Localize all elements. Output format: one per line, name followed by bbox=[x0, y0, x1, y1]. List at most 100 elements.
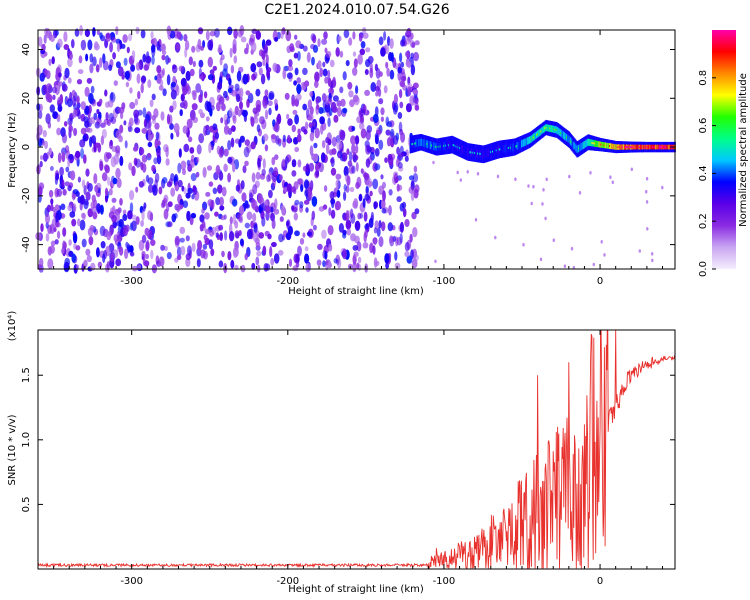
heatmap-cell bbox=[49, 104, 55, 113]
heatmap-cell bbox=[195, 171, 200, 178]
heatmap-cell bbox=[651, 258, 654, 263]
heatmap-cell bbox=[216, 101, 221, 112]
heatmap-cell bbox=[90, 85, 95, 94]
heatmap-cell bbox=[255, 171, 261, 180]
heatmap-cell bbox=[360, 168, 364, 174]
heatmap-cell bbox=[306, 231, 313, 237]
heatmap-cell bbox=[166, 252, 172, 260]
heatmap-cell bbox=[187, 187, 193, 194]
heatmap-cell bbox=[309, 180, 314, 191]
heatmap-cell bbox=[496, 146, 498, 155]
heatmap-cell bbox=[271, 156, 276, 166]
heatmap-cell bbox=[268, 189, 273, 199]
heatmap-cell bbox=[144, 253, 150, 260]
heatmap-cell bbox=[365, 158, 371, 168]
heatmap-cell bbox=[436, 143, 438, 151]
heatmap-cell bbox=[305, 262, 311, 273]
heatmap-cell bbox=[180, 77, 187, 87]
heatmap-cell bbox=[76, 79, 83, 85]
heatmap-cell bbox=[281, 158, 286, 167]
heatmap-cell bbox=[134, 127, 141, 134]
heatmap-cell bbox=[390, 52, 394, 63]
heatmap-cell bbox=[325, 50, 332, 58]
heatmap-cell bbox=[203, 250, 208, 260]
heatmap-cell bbox=[227, 26, 233, 36]
heatmap-cell bbox=[110, 156, 117, 168]
heatmap-cell bbox=[232, 163, 236, 173]
heatmap-cell bbox=[405, 103, 412, 113]
heatmap-cell bbox=[119, 246, 124, 256]
heatmap-cell bbox=[365, 186, 369, 197]
heatmap-cell bbox=[63, 31, 68, 43]
heatmap-cell bbox=[220, 117, 224, 124]
heatmap-cell bbox=[388, 205, 392, 216]
heatmap-cell bbox=[182, 125, 188, 134]
heatmap-cell bbox=[385, 61, 389, 69]
heatmap-cell bbox=[359, 107, 364, 118]
heatmap-cell bbox=[327, 98, 333, 105]
heatmap-cell bbox=[95, 64, 100, 73]
heatmap-cell bbox=[44, 140, 48, 150]
heatmap-cell bbox=[92, 27, 96, 37]
heatmap-cell bbox=[61, 83, 68, 92]
heatmap-cell bbox=[528, 136, 530, 144]
heatmap-cell bbox=[318, 162, 325, 173]
heatmap-cell bbox=[613, 144, 615, 150]
heatmap-cell bbox=[522, 139, 525, 147]
snr-frame bbox=[37, 329, 676, 570]
heatmap-cell bbox=[244, 253, 248, 261]
heatmap-cell bbox=[205, 124, 210, 131]
heatmap-cell bbox=[63, 121, 68, 127]
heatmap-cell bbox=[167, 221, 173, 228]
heatmap-cell bbox=[643, 144, 645, 150]
heatmap-cell bbox=[294, 199, 300, 206]
heatmap-cell bbox=[240, 36, 247, 43]
heatmap-cell bbox=[282, 68, 287, 80]
heatmap-cell bbox=[304, 246, 309, 252]
heatmap-cell bbox=[429, 141, 431, 149]
heatmap-cell bbox=[295, 40, 302, 49]
heatmap-cell bbox=[196, 144, 202, 155]
heatmap-cell bbox=[136, 73, 141, 84]
heatmap-cell bbox=[256, 250, 262, 257]
heatmap-cell bbox=[207, 74, 214, 81]
heatmap-cell bbox=[389, 235, 394, 244]
heatmap-cell bbox=[45, 113, 51, 125]
heatmap-cell bbox=[187, 245, 192, 256]
heatmap-cell bbox=[562, 131, 564, 139]
heatmap-cell bbox=[667, 144, 669, 150]
heatmap-cell bbox=[388, 189, 393, 196]
heatmap-cell bbox=[191, 103, 198, 111]
heatmap-cell bbox=[293, 212, 298, 221]
heatmap-cell bbox=[411, 42, 416, 48]
heatmap-cell bbox=[270, 258, 275, 266]
heatmap-cell bbox=[243, 146, 250, 158]
heatmap-cell bbox=[224, 230, 228, 241]
colorbar-tick-label: 0.8 bbox=[698, 70, 709, 86]
heatmap-cell bbox=[299, 201, 304, 209]
heatmap-cell bbox=[532, 184, 535, 189]
heatmap-cell bbox=[127, 126, 133, 132]
heatmap-cell bbox=[250, 41, 257, 53]
heatmap-cell bbox=[45, 213, 50, 224]
heatmap-cell bbox=[116, 42, 121, 53]
heatmap-cell bbox=[666, 144, 668, 150]
heatmap-cell bbox=[171, 64, 178, 74]
heatmap-cell bbox=[73, 235, 77, 241]
heatmap-cell bbox=[218, 148, 224, 158]
heatmap-cell bbox=[55, 172, 59, 181]
heatmap-cell bbox=[263, 44, 268, 54]
heatmap-cell bbox=[196, 258, 201, 268]
heatmap-cell bbox=[42, 152, 48, 162]
heatmap-cell bbox=[442, 142, 444, 150]
heatmap-cell bbox=[176, 31, 182, 40]
heatmap-cell bbox=[309, 145, 314, 156]
heatmap-cell bbox=[374, 86, 380, 92]
heatmap-cell bbox=[297, 245, 302, 257]
heatmap-cell bbox=[50, 203, 54, 212]
heatmap-cell bbox=[506, 144, 508, 153]
heatmap-cell bbox=[380, 116, 384, 122]
heatmap-cell bbox=[122, 213, 128, 222]
heatmap-cell bbox=[158, 85, 164, 91]
heatmap-cell bbox=[274, 154, 279, 161]
